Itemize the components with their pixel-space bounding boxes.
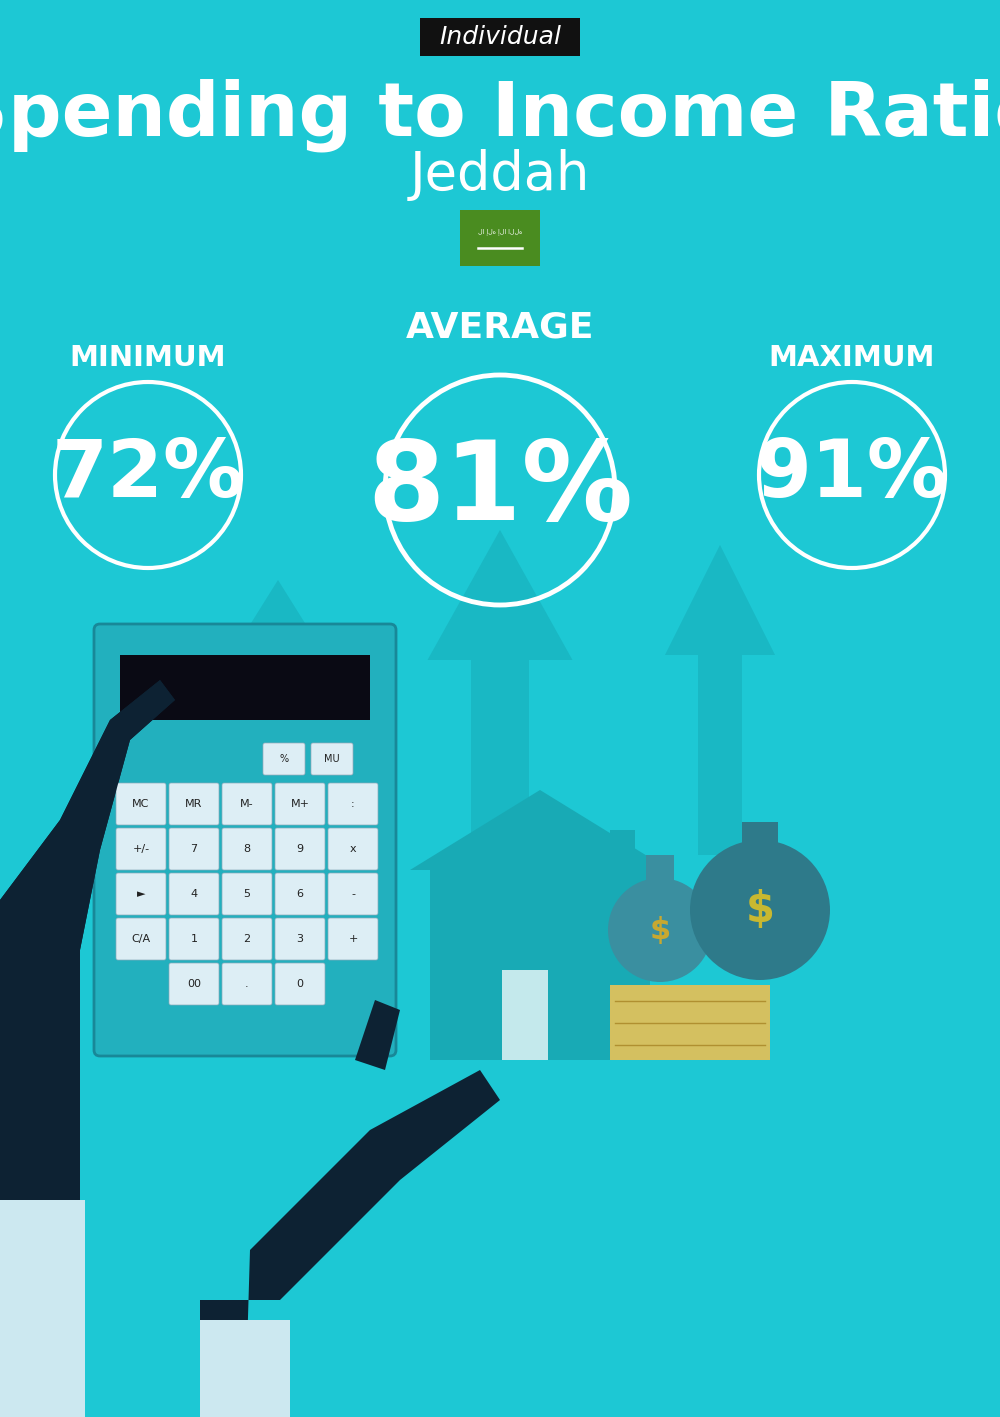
- Text: x: x: [350, 845, 356, 854]
- Text: 9: 9: [296, 845, 304, 854]
- Polygon shape: [355, 1000, 400, 1070]
- Text: MC: MC: [132, 799, 150, 809]
- Polygon shape: [610, 830, 635, 870]
- Polygon shape: [0, 1200, 85, 1417]
- FancyBboxPatch shape: [169, 918, 219, 959]
- Text: 5: 5: [244, 888, 250, 898]
- FancyBboxPatch shape: [169, 784, 219, 825]
- Text: C/A: C/A: [131, 934, 151, 944]
- Polygon shape: [228, 580, 328, 840]
- FancyBboxPatch shape: [742, 822, 778, 859]
- FancyBboxPatch shape: [275, 828, 325, 870]
- FancyBboxPatch shape: [116, 828, 166, 870]
- FancyBboxPatch shape: [275, 784, 325, 825]
- FancyBboxPatch shape: [120, 655, 370, 720]
- Text: 8: 8: [243, 845, 251, 854]
- Text: $: $: [746, 888, 774, 931]
- Text: %: %: [279, 754, 289, 764]
- Text: Spending to Income Ratio: Spending to Income Ratio: [0, 78, 1000, 152]
- Text: 4: 4: [190, 888, 198, 898]
- Polygon shape: [430, 870, 650, 1060]
- Text: 7: 7: [190, 845, 198, 854]
- FancyBboxPatch shape: [116, 873, 166, 915]
- FancyBboxPatch shape: [420, 18, 580, 57]
- Text: .: .: [245, 979, 249, 989]
- Polygon shape: [428, 530, 572, 890]
- Text: M+: M+: [290, 799, 310, 809]
- FancyBboxPatch shape: [328, 784, 378, 825]
- Polygon shape: [200, 1321, 290, 1417]
- Text: 00: 00: [187, 979, 201, 989]
- FancyBboxPatch shape: [275, 918, 325, 959]
- Text: MU: MU: [324, 754, 340, 764]
- Text: 72%: 72%: [52, 436, 244, 514]
- Text: MAXIMUM: MAXIMUM: [769, 344, 935, 373]
- FancyBboxPatch shape: [116, 918, 166, 959]
- Polygon shape: [0, 680, 175, 1200]
- Text: 81%: 81%: [367, 436, 633, 544]
- Polygon shape: [200, 1070, 500, 1417]
- FancyBboxPatch shape: [169, 964, 219, 1005]
- Text: 91%: 91%: [756, 436, 948, 514]
- Polygon shape: [665, 546, 775, 854]
- Text: -: -: [351, 888, 355, 898]
- FancyBboxPatch shape: [263, 743, 305, 775]
- Text: MR: MR: [185, 799, 203, 809]
- Text: Individual: Individual: [439, 26, 561, 50]
- FancyBboxPatch shape: [169, 828, 219, 870]
- FancyBboxPatch shape: [275, 873, 325, 915]
- FancyBboxPatch shape: [328, 828, 378, 870]
- Text: +: +: [348, 934, 358, 944]
- Text: +/-: +/-: [132, 845, 150, 854]
- Text: Jeddah: Jeddah: [410, 149, 590, 201]
- FancyBboxPatch shape: [116, 784, 166, 825]
- Text: 2: 2: [243, 934, 251, 944]
- Polygon shape: [410, 791, 670, 870]
- FancyBboxPatch shape: [460, 210, 540, 266]
- Polygon shape: [502, 971, 548, 1060]
- Ellipse shape: [608, 879, 712, 982]
- FancyBboxPatch shape: [328, 918, 378, 959]
- FancyBboxPatch shape: [646, 854, 674, 886]
- Ellipse shape: [690, 840, 830, 981]
- Text: AVERAGE: AVERAGE: [406, 310, 594, 344]
- FancyBboxPatch shape: [222, 828, 272, 870]
- FancyBboxPatch shape: [328, 873, 378, 915]
- FancyBboxPatch shape: [275, 964, 325, 1005]
- Text: $: $: [649, 915, 671, 945]
- Polygon shape: [0, 680, 175, 1417]
- FancyBboxPatch shape: [222, 964, 272, 1005]
- Text: 1: 1: [190, 934, 198, 944]
- Text: 0: 0: [296, 979, 304, 989]
- FancyBboxPatch shape: [222, 784, 272, 825]
- FancyBboxPatch shape: [169, 873, 219, 915]
- FancyBboxPatch shape: [94, 623, 396, 1056]
- Text: ►: ►: [137, 888, 145, 898]
- Text: :: :: [351, 799, 355, 809]
- FancyBboxPatch shape: [222, 918, 272, 959]
- Text: M-: M-: [240, 799, 254, 809]
- Text: لا إله إلا الله: لا إله إلا الله: [478, 228, 522, 235]
- FancyBboxPatch shape: [222, 873, 272, 915]
- FancyBboxPatch shape: [311, 743, 353, 775]
- Text: 3: 3: [296, 934, 304, 944]
- FancyBboxPatch shape: [610, 985, 770, 1060]
- Text: MINIMUM: MINIMUM: [70, 344, 226, 373]
- Text: 6: 6: [296, 888, 304, 898]
